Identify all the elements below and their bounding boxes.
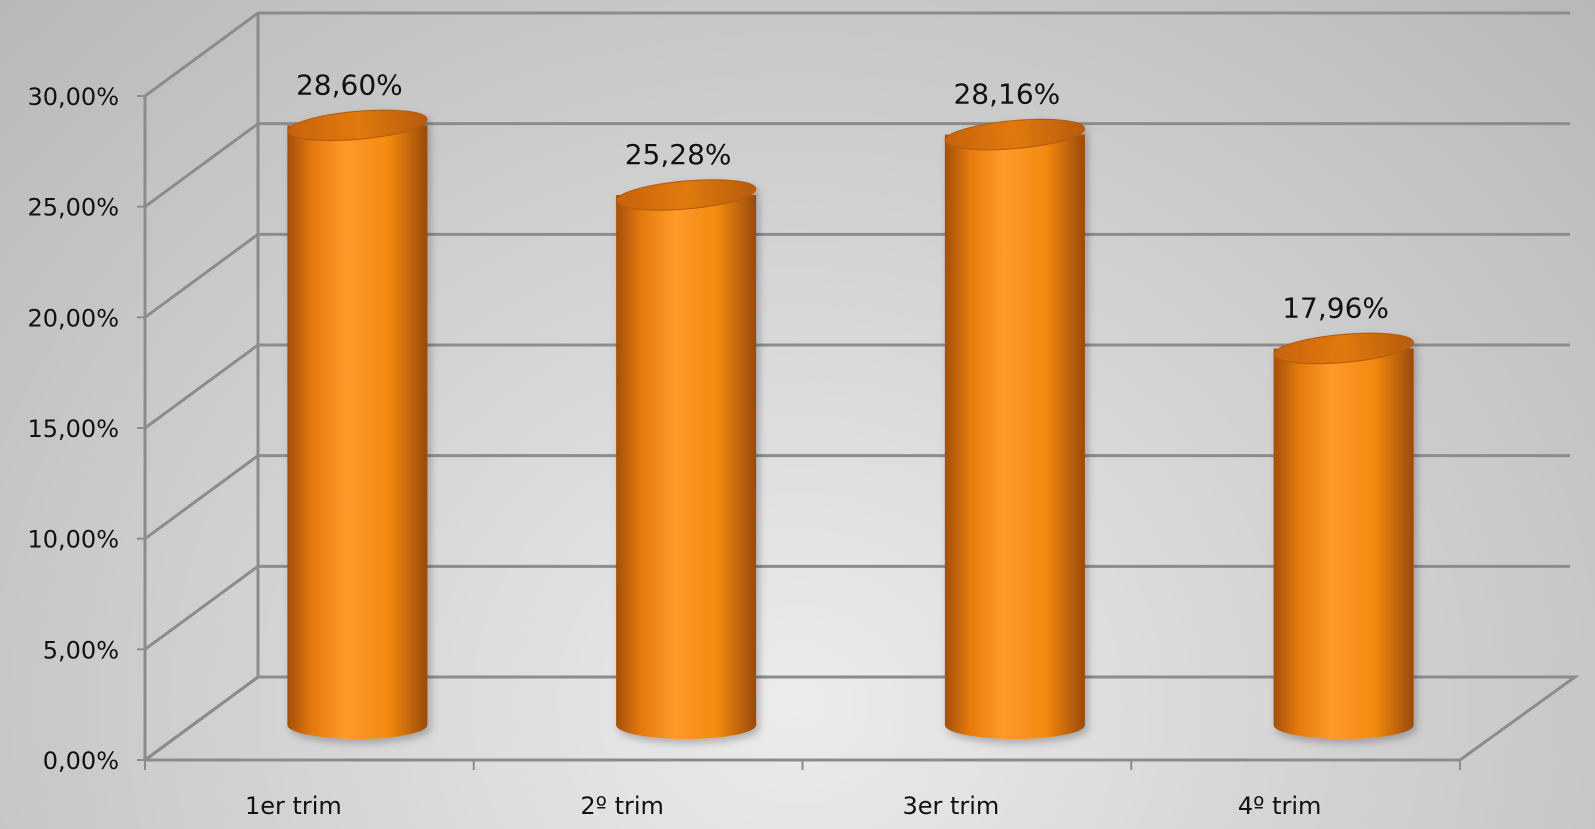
gridline-side bbox=[144, 11, 259, 98]
y-tick-label: 0,00% bbox=[43, 747, 119, 775]
y-tick-label: 30,00% bbox=[27, 83, 119, 111]
data-label: 28,16% bbox=[953, 78, 1060, 111]
gridline-side bbox=[144, 122, 259, 208]
y-tick-label: 25,00% bbox=[27, 194, 119, 222]
gridline-side bbox=[144, 343, 259, 430]
x-category-label: 4º trim bbox=[1238, 792, 1322, 820]
bar-top bbox=[1273, 332, 1414, 365]
bar-cylinder bbox=[287, 109, 428, 740]
bar-body bbox=[616, 194, 757, 740]
bar-top bbox=[615, 179, 757, 211]
bar-body bbox=[1273, 348, 1414, 740]
gridline-side bbox=[144, 454, 259, 540]
data-label: 25,28% bbox=[625, 138, 732, 171]
bar-body bbox=[944, 134, 1085, 740]
gridline-side bbox=[144, 565, 259, 651]
data-labels: 28,60% 25,28% 28,16% 17,96% bbox=[296, 68, 1389, 324]
y-tick-label: 10,00% bbox=[27, 526, 119, 554]
bar-top bbox=[944, 118, 1086, 151]
gridline-side bbox=[144, 675, 259, 762]
bar-top bbox=[287, 109, 428, 142]
bar-cylinder bbox=[944, 118, 1086, 740]
y-tick-label: 15,00% bbox=[27, 415, 119, 443]
y-axis: 0,00% 5,00% 10,00% 15,00% 20,00% 25,00% 30,00% bbox=[27, 83, 145, 775]
x-category-label: 2º trim bbox=[580, 792, 664, 820]
x-axis: 1er trim 2º trim 3er trim 4º trim bbox=[144, 760, 1461, 820]
bar-series bbox=[287, 109, 1414, 740]
x-category-label: 3er trim bbox=[902, 792, 999, 820]
gridline-side bbox=[144, 233, 259, 319]
data-label: 28,60% bbox=[296, 68, 403, 101]
bar-cylinder bbox=[1273, 332, 1414, 740]
bar-body bbox=[287, 125, 428, 740]
y-tick-label: 20,00% bbox=[27, 304, 119, 332]
bar-cylinder bbox=[615, 179, 757, 740]
y-tick-label: 5,00% bbox=[43, 636, 119, 664]
x-category-label: 1er trim bbox=[245, 792, 342, 820]
data-label: 17,96% bbox=[1282, 291, 1389, 324]
